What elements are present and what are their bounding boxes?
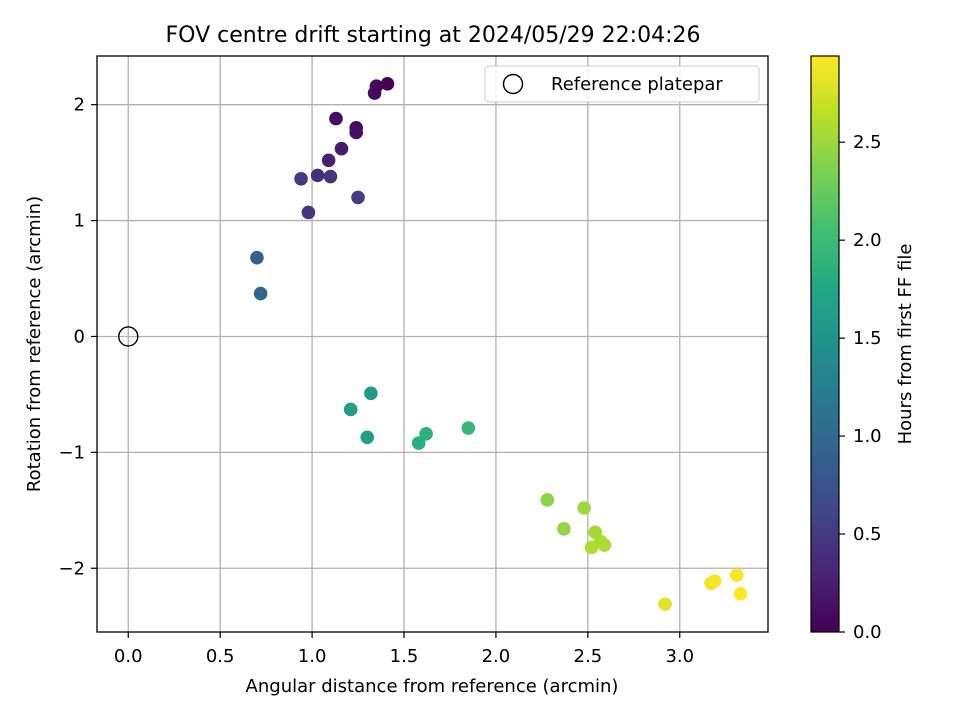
data-point-18 [411,436,426,450]
y-axis-label: Rotation from reference (arcmin) [24,196,45,492]
data-point-7 [321,153,336,168]
y-tick-label-3: 1 [74,211,85,232]
data-point-28 [658,597,672,611]
colorbar-label: Hours from first FF file [895,244,916,445]
data-point-21 [540,493,555,507]
chart-title: FOV centre drift starting at 2024/05/29 … [166,23,701,48]
y-tick-label-0: −2 [58,558,85,579]
y-tick-label-2: 0 [74,326,85,347]
legend-box [484,65,760,103]
plot-frame [96,55,769,633]
data-point-2 [367,86,382,100]
data-point-14 [253,286,268,301]
data-point-8 [310,168,325,183]
colorbar-gradient [810,55,840,633]
data-point-17 [360,430,375,445]
x-tick-label-0: 0.0 [114,646,143,667]
data-point-5 [349,125,364,140]
x-tick-label-6: 3.0 [665,646,694,667]
data-point-9 [294,172,308,186]
x-tick-label-2: 1.0 [298,646,327,667]
data-points [250,77,748,611]
x-tick-label-4: 2.0 [482,646,511,667]
colorbar-tick-label-2: 1.0 [853,426,882,447]
data-point-27 [597,538,612,552]
x-tick-label-5: 2.5 [574,646,603,667]
data-point-31 [729,568,744,583]
reference-platepar-marker [118,326,139,347]
data-point-32 [733,586,748,601]
data-point-11 [351,190,365,205]
data-point-26 [584,540,599,555]
data-point-6 [334,141,349,156]
legend-reference-marker [502,73,524,95]
data-point-30 [707,574,722,588]
colorbar-ticks: 0.0 0.5 1.0 1.5 2.0 2.5 [839,132,882,643]
data-point-10 [323,169,338,184]
x-axis-ticks: 0.0 0.5 1.0 1.5 2.0 2.5 3.0 [114,632,694,667]
data-point-0 [380,77,395,91]
x-tick-label-3: 1.5 [390,646,419,667]
data-point-3 [329,111,343,126]
colorbar: 0.0 0.5 1.0 1.5 2.0 2.5 Hours from first FF f… [810,55,916,643]
data-point-16 [343,402,358,417]
y-axis-ticks: −2 −1 0 1 2 [58,95,97,579]
colorbar-tick-label-4: 2.0 [853,230,882,251]
colorbar-tick-label-3: 1.5 [853,328,882,349]
data-point-19 [419,427,433,441]
y-tick-label-1: −1 [58,442,85,463]
data-point-15 [364,386,378,401]
x-axis-label: Angular distance from reference (arcmin) [246,676,619,697]
data-point-22 [577,501,591,515]
data-point-13 [250,250,264,265]
data-point-12 [301,205,316,220]
data-point-23 [557,522,571,536]
colorbar-tick-label-1: 0.5 [853,524,882,545]
colorbar-tick-label-0: 0.0 [853,622,882,643]
reference-marker-layer [118,326,139,347]
data-point-20 [461,421,476,435]
legend: Reference platepar [484,65,760,103]
y-tick-label-4: 2 [74,95,85,116]
grid-lines [97,56,768,632]
x-tick-label-1: 0.5 [206,646,235,667]
legend-entry-reference-platepar: Reference platepar [551,74,723,95]
colorbar-tick-label-5: 2.5 [853,132,882,153]
